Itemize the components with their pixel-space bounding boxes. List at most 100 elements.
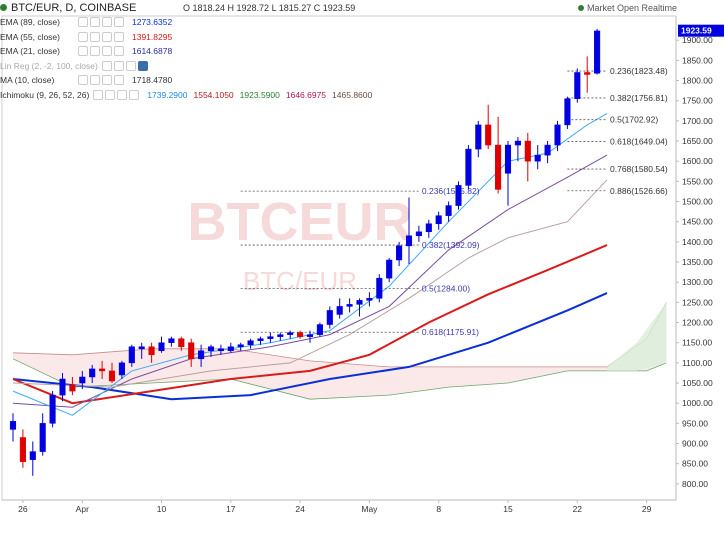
candle-body [366,298,373,301]
settings-icon[interactable] [90,75,100,85]
candle-body [386,259,393,279]
price-axis[interactable]: 800.00 850.00 900.00 950.00 1000.00 1050.00 11… [675,16,724,500]
candle-body [108,370,116,382]
candle-body [257,338,264,341]
candle-body [158,342,165,352]
indicator-line [12,292,608,401]
price-tick-label: 1150.00 [682,338,712,348]
settings-icon[interactable] [90,31,100,42]
ohlc-readout: O 1818.24 H 1928.72 L 1815.27 C 1923.59 [183,3,356,13]
indicator-row[interactable]: Ichimoku (9, 26, 52, 26) 1739.2900 1554.10… [0,89,372,101]
time-tick-label: 10 [157,504,167,514]
indicator-row[interactable]: EMA (89, close) 1273.6352 [0,16,172,28]
settings-icon[interactable] [90,46,100,56]
price-tick-label: 1650.00 [682,136,713,146]
indicator-name: Ichimoku (9, 26, 52, 26) [0,89,90,100]
candle-body [148,346,155,356]
eye-icon[interactable] [78,46,88,56]
candle-body [59,378,66,396]
price-tick-label: 1550.00 [682,176,713,186]
close-icon[interactable] [102,75,112,85]
price-tick-label: 1350.00 [682,257,713,267]
fibonacci-levels: 0.236(1823.48) 0.382(1756.81) 0.5(1702.92)… [240,66,668,337]
settings-icon[interactable] [113,60,124,71]
candlesticks [9,28,601,476]
close-icon[interactable] [102,46,112,56]
candle-body [297,332,304,337]
candle-body [79,376,86,384]
candle-body [237,344,244,347]
indicator-row[interactable]: Lin Reg (2, -2, 100, close) [0,60,152,72]
indicator-row[interactable]: EMA (21, close) 1614.6878 [0,45,172,57]
candle-body [336,306,343,315]
fib-level-label: 0.5(1284.00) [422,284,470,294]
eye-icon[interactable] [78,31,88,42]
indicator-name: MA (10, close) [0,75,55,85]
eye-icon[interactable] [101,60,112,71]
more-icon[interactable] [114,75,124,85]
candle-body [594,30,601,74]
fib-level-label: 0.886(1526.66) [610,186,668,196]
close-icon[interactable] [102,31,112,42]
indicator-controls[interactable] [101,60,148,71]
fib-level-label: 0.236(1525.82) [422,186,480,196]
close-icon[interactable] [102,17,112,27]
candle-body [495,144,502,190]
price-tick-label: 1850.00 [682,55,713,65]
indicator-value: 1391.8295 [132,31,173,42]
last-price-badge [678,24,724,37]
indicator-name: EMA (89, close) [0,17,60,27]
indicator-value: 1718.4780 [132,75,173,85]
symbol-title[interactable]: BTC/EUR, D, COINBASE [0,2,136,14]
price-tick-label: 1750.00 [682,96,713,106]
settings-icon[interactable] [90,17,100,27]
time-tick-label: 15 [503,504,513,514]
more-icon[interactable] [137,60,148,71]
indicator-controls[interactable] [78,75,124,85]
candle-body [267,336,274,339]
more-icon[interactable] [114,17,124,27]
more-icon[interactable] [114,46,124,56]
indicator-row[interactable]: EMA (55, close) 1391.8295 [0,31,172,43]
candle-body [39,423,46,452]
candle-body [178,338,185,347]
candle-body [19,437,26,462]
price-tick-label: 800.00 [682,479,708,489]
price-tick-label: 1800.00 [682,76,713,86]
candle-body [356,300,363,305]
time-axis[interactable]: 26 Apr 10 17 24 May 8 15 22 29 [2,499,676,514]
indicator-controls[interactable] [78,17,124,27]
settings-icon[interactable] [105,89,116,100]
more-icon[interactable] [129,89,140,100]
watermark: BTCEUR BTC/EUR [188,192,413,296]
time-tick-label: 17 [226,504,236,514]
fib-level-label: 0.382(1756.81) [610,93,668,103]
candle-body [168,338,175,343]
indicator-name: EMA (21, close) [0,46,60,56]
candle-body [128,346,135,364]
more-icon[interactable] [114,31,124,42]
indicator-controls[interactable] [78,31,124,42]
candle-body [544,144,551,156]
eye-icon[interactable] [78,17,88,27]
indicator-value: 1273.6352 [132,17,173,27]
time-tick-label: 22 [573,504,583,514]
eye-icon[interactable] [93,89,104,100]
close-icon[interactable] [125,60,136,71]
watermark-symbol: BTCEUR [188,192,413,252]
cloud-fill-bullish [607,302,667,371]
close-icon[interactable] [117,89,128,100]
eye-icon[interactable] [78,75,88,85]
indicator-row[interactable]: MA (10, close) 1718.4780 [0,74,172,86]
indicator-controls[interactable] [93,89,140,100]
time-tick-label: 24 [295,504,305,514]
price-tick-label: 1400.00 [682,237,713,247]
indicator-controls[interactable] [78,46,124,56]
candle-body [306,334,314,337]
price-tick-label: 1600.00 [682,156,713,166]
indicator-line [12,244,608,405]
price-tick-label: 950.00 [682,418,708,428]
candle-body [405,235,413,247]
candle-body [504,144,512,174]
